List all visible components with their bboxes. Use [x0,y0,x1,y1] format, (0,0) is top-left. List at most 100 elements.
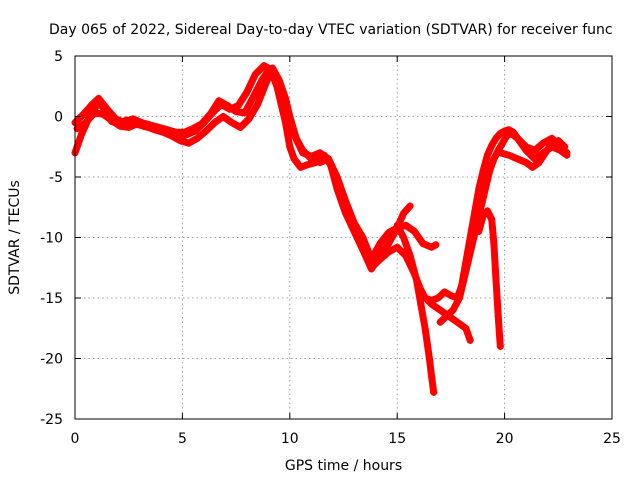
data-point [211,119,219,127]
data-point [142,122,150,130]
chart-title: Day 065 of 2022, Sidereal Day-to-day VTE… [49,22,613,38]
data-point [548,139,556,147]
data-point [481,185,489,193]
data-point [432,241,440,249]
data-point [241,109,249,117]
data-point [455,294,463,302]
data-point [428,373,436,381]
data-point [206,110,214,118]
data-point [277,88,285,96]
data-point [198,120,206,128]
data-point [176,137,184,145]
data-point [129,115,137,123]
data-point [189,125,197,133]
data-point [324,155,332,163]
data-point [503,132,511,140]
series-track-7 [475,207,504,350]
data-point [359,246,367,254]
data-point [413,276,421,284]
data-point [342,203,350,211]
data-point [436,318,444,326]
data-point [410,227,418,235]
y-axis-label: SDTVAR / TECUs [7,180,23,295]
x-tick-label: 5 [178,431,187,447]
data-point [488,142,496,150]
data-point [490,155,498,163]
data-point [333,179,341,187]
data-point [249,93,257,101]
data-point [531,146,539,154]
data-point [443,312,451,320]
data-point [82,119,90,127]
data-point [436,306,444,314]
data-point [430,388,438,396]
series-track-4 [393,221,438,396]
data-point [95,94,103,102]
data-point [367,264,375,272]
data-point [400,234,408,241]
data-point [185,139,193,147]
data-point [563,151,571,159]
tick-layer: 0 5 10 15 20 25 5 0 -5 -10 -15 -20 -25 [40,49,621,447]
data-point [307,152,315,160]
data-point [561,143,569,151]
data-point [393,221,401,229]
data-point [477,203,485,211]
data-point [251,70,259,78]
data-point [376,255,384,263]
data-point [402,221,410,229]
data-point [202,127,210,135]
data-point [475,227,483,235]
data-point [297,163,305,171]
data-point [483,207,491,215]
x-tick-label: 25 [603,431,621,447]
data-point [116,122,124,130]
data-point [284,113,292,120]
data-point [290,131,298,139]
data-point [468,240,476,248]
data-point [434,294,442,302]
data-point [486,167,494,175]
data-point [428,243,436,251]
data-point [376,240,384,248]
data-point [460,276,468,284]
data-point [529,163,537,171]
data-point [290,155,298,163]
data-point [125,123,133,131]
data-point [243,88,251,96]
data-point [494,312,502,320]
data-point [513,155,521,163]
data-point [400,209,408,217]
data-point [224,102,232,110]
data-point [316,158,324,166]
data-point [421,294,429,302]
y-tick-label: 0 [54,110,63,126]
data-point [492,276,500,284]
data-point [464,258,472,266]
data-point [556,146,564,154]
y-tick-label: 5 [54,49,63,65]
x-axis-label: GPS time / hours [285,458,402,474]
data-point [219,113,227,120]
data-point [496,149,504,157]
x-tick-label: 10 [281,431,299,447]
data-point [108,116,116,124]
data-point [236,123,244,131]
data-point [507,129,515,137]
data-point [286,143,294,151]
data-point [77,131,85,139]
data-point [522,158,530,166]
data-point [271,74,279,82]
grid-layer [75,56,612,419]
data-point [80,110,88,118]
data-point [245,115,253,123]
data-point [254,100,262,108]
data-point [535,158,543,166]
data-point [449,306,457,314]
data-point [479,212,487,220]
y-tick-label: -5 [49,170,63,186]
data-point [232,108,240,116]
data-point [133,120,141,128]
data-point [513,134,521,142]
data-point [215,97,223,105]
